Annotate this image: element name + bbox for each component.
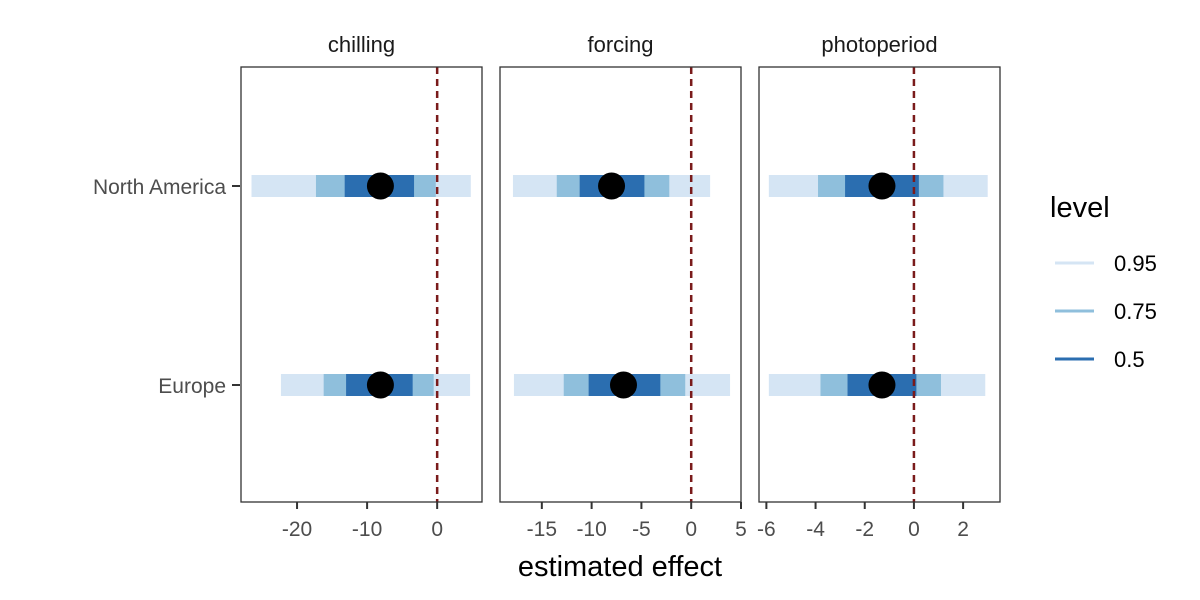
x-tick-label-forcing-4: 5 (735, 518, 747, 541)
legend-label-0-5: 0.5 (1114, 347, 1145, 372)
x-tick-label-forcing-0: -15 (527, 518, 557, 541)
panel-border-forcing (499, 66, 742, 503)
x-tick-label-photoperiod-4: 2 (957, 518, 969, 541)
x-tick-label-photoperiod-2: -2 (855, 518, 874, 541)
legend: level 0.95 0.75 0.5 (1050, 192, 1157, 372)
panel-border-chilling (240, 66, 483, 503)
point-chilling-north-america (366, 172, 394, 200)
point-chilling-europe (366, 371, 394, 399)
y-tick-label-north-america: North America (93, 176, 226, 199)
x-tick-label-chilling-0: -20 (282, 518, 312, 541)
y-axis: North America Europe (93, 176, 240, 398)
legend-label-0-75: 0.75 (1114, 299, 1157, 324)
panel-border-photoperiod (758, 66, 1001, 503)
x-tick-label-photoperiod-1: -4 (806, 518, 825, 541)
point-photoperiod-europe (868, 371, 896, 399)
x-tick-label-forcing-1: -10 (576, 518, 606, 541)
x-tick-label-photoperiod-3: 0 (908, 518, 920, 541)
legend-items: 0.95 0.75 0.5 (1055, 251, 1157, 372)
x-tick-label-forcing-3: 0 (685, 518, 697, 541)
legend-label-0-95: 0.95 (1114, 251, 1157, 276)
x-tick-label-forcing-2: -5 (632, 518, 651, 541)
point-photoperiod-north-america (868, 172, 896, 200)
facet-chilling: chilling -20 -10 0 (240, 32, 483, 541)
x-axis-title: estimated effect (518, 551, 722, 583)
facet-title-forcing: forcing (587, 32, 653, 57)
legend-title: level (1050, 192, 1110, 224)
facet-title-photoperiod: photoperiod (821, 32, 937, 57)
x-tick-label-chilling-2: 0 (431, 518, 443, 541)
facet-forcing: forcing -15 -10 -5 0 5 (499, 32, 747, 541)
point-forcing-north-america (598, 172, 626, 200)
point-forcing-europe (609, 371, 637, 399)
x-tick-label-photoperiod-0: -6 (757, 518, 776, 541)
y-tick-label-europe: Europe (158, 375, 226, 398)
x-tick-label-chilling-1: -10 (352, 518, 382, 541)
facet-title-chilling: chilling (328, 32, 395, 57)
facet-photoperiod: photoperiod -6 -4 -2 0 2 (757, 32, 1001, 541)
